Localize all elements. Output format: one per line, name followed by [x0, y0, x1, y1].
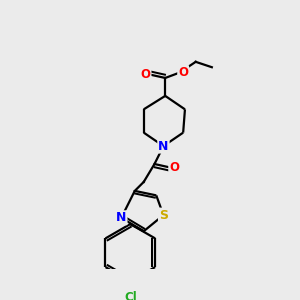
Text: O: O: [140, 68, 151, 81]
Text: Cl: Cl: [124, 291, 137, 300]
Text: N: N: [116, 211, 127, 224]
Text: O: O: [169, 161, 179, 174]
Text: O: O: [178, 66, 188, 79]
Text: S: S: [159, 208, 168, 222]
Text: N: N: [158, 140, 169, 153]
